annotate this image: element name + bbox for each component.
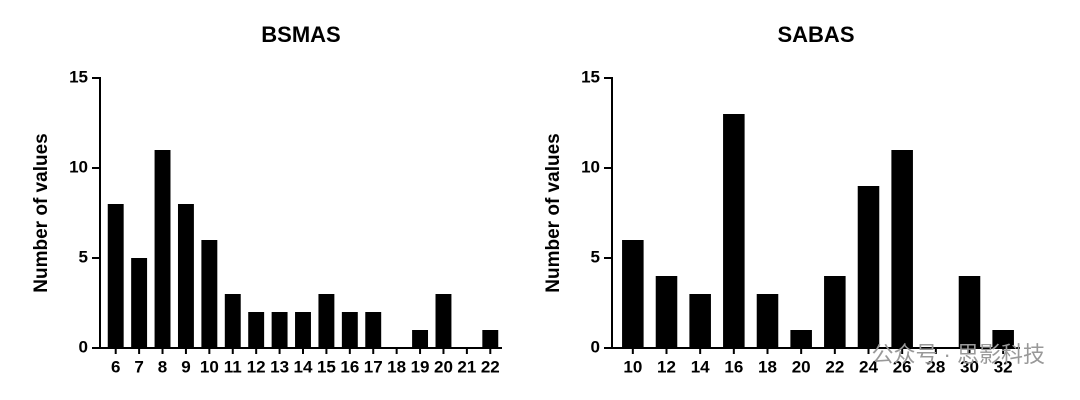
x-tick-label: 20 — [792, 357, 811, 376]
x-tick-label: 18 — [387, 357, 406, 376]
y-tick-label: 10 — [581, 157, 600, 176]
x-tick-label: 14 — [691, 357, 710, 376]
x-tick-label: 11 — [224, 357, 242, 376]
x-tick-label: 9 — [181, 357, 190, 376]
x-tick-label: 14 — [294, 357, 313, 376]
bar — [224, 294, 241, 348]
bar — [271, 312, 288, 348]
x-tick-label: 12 — [247, 357, 266, 376]
x-tick-label: 18 — [758, 357, 777, 376]
bar — [341, 312, 358, 348]
x-tick-label: 24 — [859, 357, 878, 376]
y-tick-label: 0 — [79, 337, 88, 356]
bar — [365, 312, 382, 348]
bar — [824, 276, 846, 348]
y-axis-label: Number of values — [543, 133, 564, 292]
x-tick-label: 21 — [457, 357, 476, 376]
y-tick-label: 10 — [69, 157, 88, 176]
x-tick-label: 16 — [340, 357, 359, 376]
x-tick-label: 15 — [317, 357, 336, 376]
y-tick-label: 15 — [581, 67, 600, 86]
x-tick-label: 10 — [623, 357, 642, 376]
bar — [723, 114, 745, 348]
bar — [295, 312, 311, 348]
y-tick-label: 0 — [591, 337, 600, 356]
x-tick-label: 32 — [994, 357, 1013, 376]
bar — [248, 312, 265, 348]
x-tick-label: 22 — [481, 357, 500, 376]
x-tick-label: 16 — [724, 357, 743, 376]
x-tick-label: 10 — [200, 357, 219, 376]
y-tick-label: 15 — [69, 67, 88, 86]
x-tick-label: 13 — [270, 357, 289, 376]
x-tick-label: 17 — [364, 357, 383, 376]
x-tick-label: 12 — [657, 357, 676, 376]
x-tick-label: 30 — [960, 357, 979, 376]
bar — [857, 186, 880, 348]
bar — [154, 150, 171, 348]
y-axis-label: Number of values — [31, 133, 52, 292]
bar — [435, 294, 452, 348]
chart-title: BSMAS — [261, 22, 340, 47]
bar — [318, 294, 335, 348]
bar — [177, 204, 194, 348]
x-tick-label: 6 — [111, 357, 120, 376]
x-tick-label: 28 — [926, 357, 945, 376]
bar — [201, 240, 218, 348]
bar — [622, 240, 644, 348]
bar — [131, 258, 148, 348]
bar — [107, 204, 124, 348]
bar — [655, 276, 678, 348]
bar — [992, 330, 1014, 348]
y-tick-label: 5 — [591, 247, 600, 266]
x-tick-label: 26 — [893, 357, 912, 376]
x-tick-label: 8 — [158, 357, 167, 376]
bar — [482, 330, 499, 348]
y-tick-label: 5 — [79, 247, 88, 266]
bar — [689, 294, 711, 348]
x-tick-label: 22 — [825, 357, 844, 376]
x-tick-label: 19 — [411, 357, 430, 376]
x-tick-label: 7 — [134, 357, 143, 376]
bar — [790, 330, 812, 348]
x-tick-label: 20 — [434, 357, 453, 376]
bar — [891, 150, 913, 348]
chart-title: SABAS — [777, 22, 854, 47]
bar — [756, 294, 779, 348]
bar — [958, 276, 981, 348]
watermark: 公众号 · 思影科技 — [871, 342, 1045, 367]
bar — [412, 330, 429, 348]
